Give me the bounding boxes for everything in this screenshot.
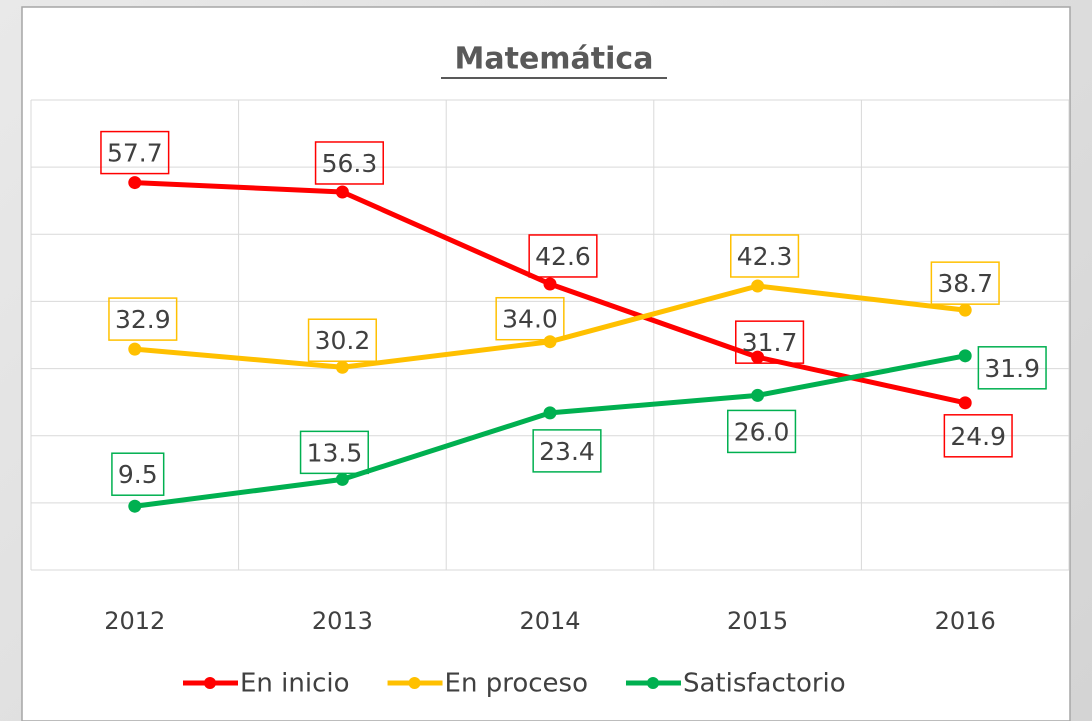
data-label: 26.0 [734, 417, 790, 446]
data-label-box [977, 346, 1047, 390]
x-tick-label: 2013 [312, 607, 373, 635]
x-tick-label: 2012 [104, 607, 165, 635]
data-label-box [735, 320, 805, 364]
data-label: 42.6 [535, 242, 591, 271]
legend-label: Satisfactorio [683, 669, 846, 699]
x-tick-label: 2014 [519, 607, 580, 635]
data-label: 31.7 [742, 328, 798, 357]
data-point [751, 350, 765, 364]
data-label-box [108, 297, 178, 341]
data-label-box [314, 141, 384, 185]
data-label: 23.4 [539, 437, 595, 466]
data-point [128, 499, 142, 513]
x-tick-label: 2015 [727, 607, 788, 635]
data-label-box [111, 452, 165, 496]
data-label-box [532, 429, 602, 473]
data-point [128, 176, 142, 190]
legend-marker [408, 677, 421, 689]
data-label: 34.0 [502, 305, 558, 334]
data-label: 56.3 [322, 149, 378, 178]
data-label: 32.9 [115, 305, 171, 334]
data-label: 42.3 [737, 242, 793, 271]
data-point [335, 185, 349, 199]
data-point [958, 303, 972, 317]
data-label-box [943, 414, 1013, 458]
data-label-box [730, 234, 800, 278]
data-label-box [100, 130, 170, 175]
data-label: 57.7 [107, 139, 163, 168]
data-label: 38.7 [937, 269, 993, 298]
data-point [543, 277, 557, 291]
legend-label: En proceso [445, 669, 588, 699]
data-label: 31.9 [984, 354, 1040, 383]
data-label: 9.5 [118, 460, 158, 489]
data-label: 13.5 [307, 438, 363, 467]
legend-label: En inicio [240, 669, 350, 699]
data-label: 30.2 [315, 326, 371, 355]
chart-area [21, 6, 1071, 721]
data-point [335, 472, 349, 486]
chart-title: Matemática [455, 42, 654, 77]
data-point [751, 388, 765, 402]
data-label-box [495, 296, 565, 341]
data-label-box [930, 261, 1000, 305]
data-point [128, 342, 142, 356]
data-point [958, 349, 972, 363]
legend-marker [646, 677, 659, 689]
data-point [543, 335, 557, 349]
data-label-box [528, 234, 598, 278]
x-tick-label: 2016 [935, 607, 996, 635]
data-point [751, 279, 765, 293]
data-label-box [307, 318, 377, 362]
data-label-box [299, 430, 369, 475]
data-point [958, 396, 972, 410]
data-point [543, 406, 557, 420]
data-label-box [727, 409, 797, 454]
data-label: 24.9 [950, 422, 1006, 451]
legend-marker [204, 677, 216, 689]
data-point [335, 360, 349, 374]
